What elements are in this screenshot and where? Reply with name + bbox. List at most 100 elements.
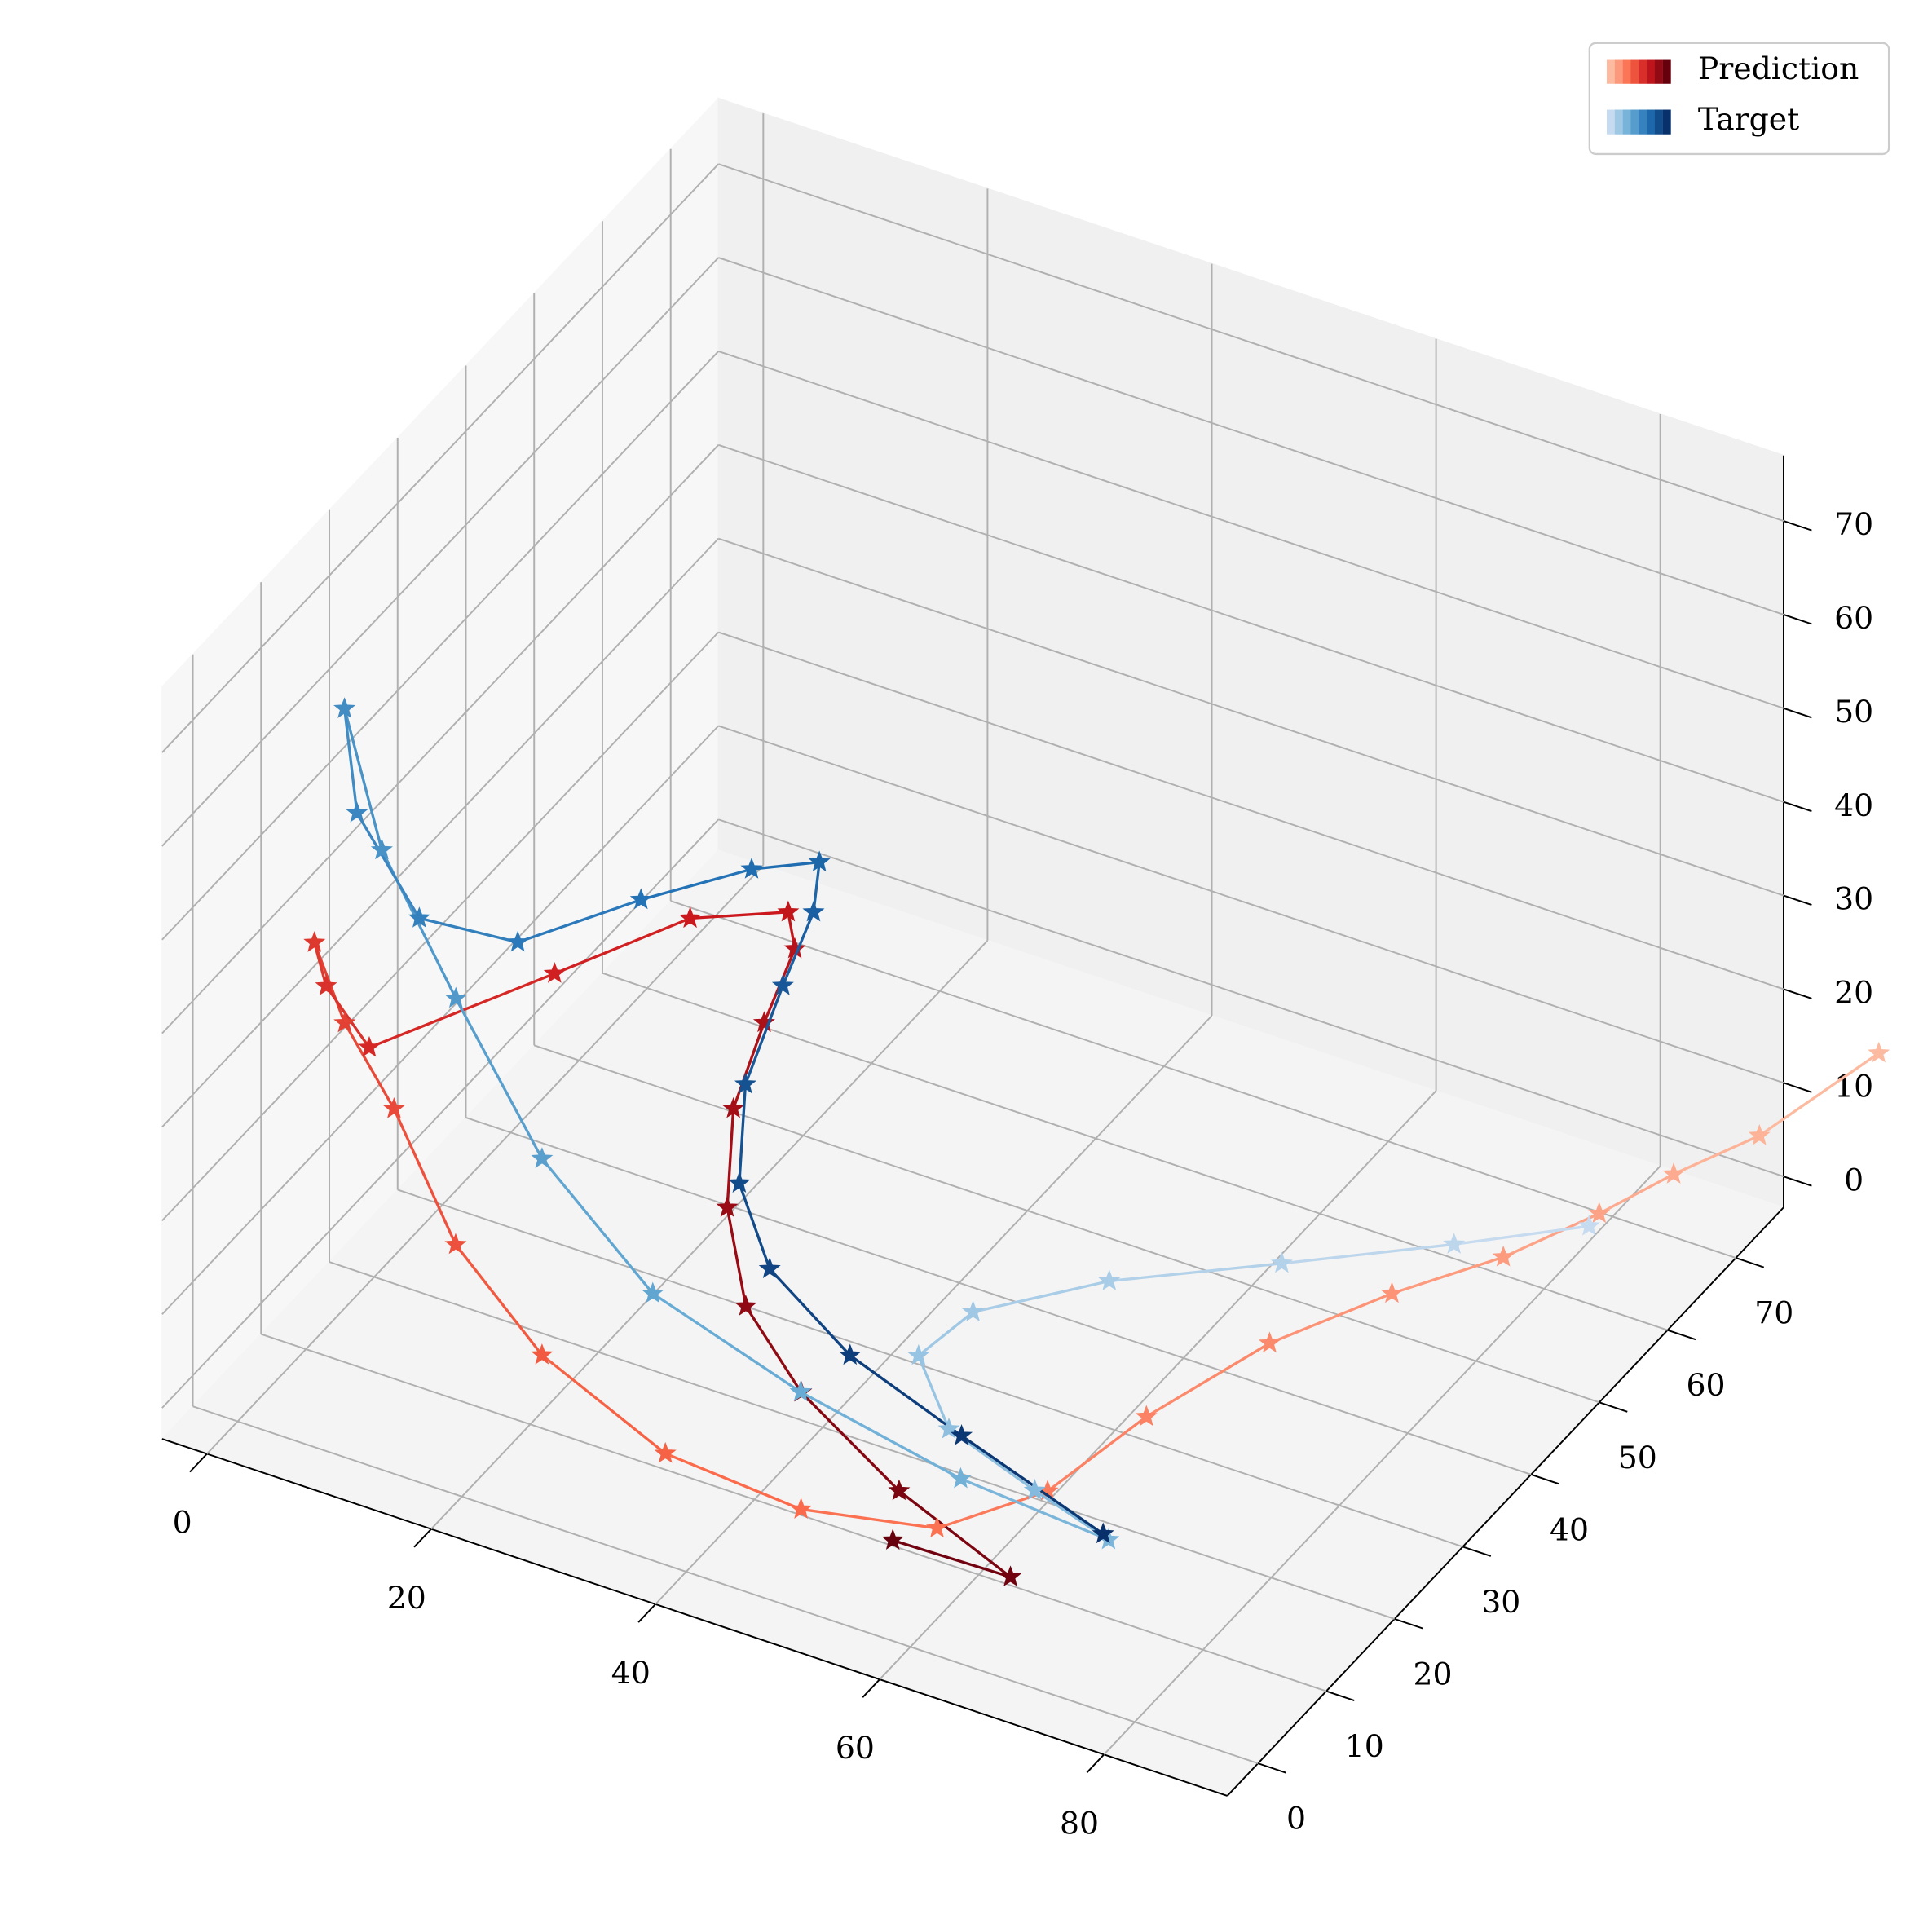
trajectory-segment <box>743 985 784 1085</box>
trajectory-segment <box>973 1279 1110 1314</box>
legend-label: Prediction <box>1698 51 1859 86</box>
trajectory-segment <box>343 708 359 814</box>
trajectory-marker <box>937 1417 960 1439</box>
trajectory-marker <box>962 1300 985 1321</box>
z-tick-label: 30 <box>1834 881 1873 917</box>
legend-swatch <box>1662 59 1671 84</box>
trajectory-marker <box>531 1343 554 1365</box>
trajectory-marker <box>734 1072 756 1094</box>
trajectory-marker <box>1023 1479 1046 1500</box>
trajectory-segment <box>1281 1242 1454 1265</box>
trajectory-marker <box>888 1479 911 1501</box>
trajectory-marker <box>925 1516 948 1538</box>
trajectory-segment <box>1502 1212 1600 1259</box>
trajectory-marker <box>346 801 368 823</box>
z-tick <box>1783 988 1812 999</box>
grid-line <box>718 631 1784 990</box>
y-axis-line <box>1226 1206 1784 1797</box>
z-tick <box>1783 707 1812 719</box>
z-tick <box>1783 894 1812 906</box>
y-tick <box>1530 1473 1559 1485</box>
y-tick-label: 20 <box>1414 1656 1453 1692</box>
trajectory-segment <box>554 916 691 975</box>
trajectory-segment <box>917 1311 974 1357</box>
grid-line <box>602 972 1668 1331</box>
y-tick <box>1257 1762 1286 1774</box>
trajectory-marker <box>1868 1041 1890 1063</box>
grid-line <box>161 818 720 1409</box>
x-tick <box>637 1603 656 1623</box>
grid-line <box>260 1333 1327 1692</box>
trajectory-segment <box>732 1022 765 1109</box>
trajectory-marker <box>370 838 393 860</box>
y-tick <box>1462 1546 1492 1557</box>
trajectory-marker <box>1092 1522 1114 1544</box>
trajectory-segment <box>664 1452 802 1511</box>
trajectory-segment <box>1145 1342 1271 1418</box>
grid-line <box>1103 1165 1661 1755</box>
trajectory-marker <box>1135 1405 1158 1427</box>
trajectory-marker <box>1443 1233 1466 1254</box>
legend-swatch <box>1606 109 1615 135</box>
trajectory-marker <box>654 1441 677 1463</box>
trajectory-marker <box>771 973 794 995</box>
grid-line <box>161 444 720 1034</box>
trajectory-segment <box>640 867 752 902</box>
trajectory-marker <box>783 937 806 959</box>
trajectory-segment <box>343 1022 395 1109</box>
trajectory-marker <box>303 931 326 952</box>
trajectory-segment <box>800 1391 901 1493</box>
legend-swatch <box>1614 109 1623 135</box>
y-tick-label: 30 <box>1481 1584 1520 1620</box>
trajectory-marker <box>1380 1281 1404 1303</box>
trajectory-segment <box>738 1083 748 1184</box>
trajectory-segment <box>1109 1262 1282 1283</box>
x-axis-line <box>161 1438 1228 1797</box>
y-tick <box>1736 1257 1765 1268</box>
z-tick <box>1783 801 1812 813</box>
grid-line <box>718 443 1784 803</box>
grid-line <box>718 257 1784 615</box>
trajectory-marker <box>740 858 763 879</box>
x-tick-label: 40 <box>611 1655 651 1691</box>
z-tick-label: 10 <box>1834 1068 1873 1104</box>
legend-swatch <box>1630 109 1639 135</box>
grid-line <box>655 1015 1213 1605</box>
trajectory-marker <box>1588 1202 1611 1224</box>
x-tick <box>413 1528 432 1548</box>
legend-swatch <box>1630 59 1639 84</box>
trajectory-marker <box>789 1380 812 1402</box>
trajectory-segment <box>313 942 328 987</box>
trajectory-segment <box>454 1243 544 1356</box>
trajectory-marker <box>734 1295 757 1316</box>
legend-swatch <box>1647 109 1656 135</box>
trajectory-marker <box>382 1096 405 1118</box>
x-tick-label: 80 <box>1060 1805 1099 1841</box>
x-tick-label: 0 <box>173 1505 192 1541</box>
grid-line <box>192 1405 1259 1765</box>
grid-line <box>670 900 1736 1259</box>
grid-line <box>879 1090 1437 1680</box>
z-tick <box>1783 1082 1812 1093</box>
grid-line <box>206 864 765 1455</box>
trajectory-segment <box>1453 1224 1590 1246</box>
x-tick <box>862 1678 880 1698</box>
trajectory-marker <box>531 1147 554 1168</box>
trajectory-marker <box>642 1281 664 1303</box>
trajectory-marker <box>1258 1331 1281 1353</box>
trajectory-segment <box>738 1182 771 1270</box>
grid-line <box>718 725 1784 1084</box>
grid-line <box>161 351 720 941</box>
trajectory-segment <box>898 1489 1012 1578</box>
y-tick <box>1667 1329 1696 1341</box>
y-tick-label: 0 <box>1286 1801 1306 1837</box>
trajectory-segment <box>1758 1052 1880 1137</box>
z-tick <box>1783 1176 1812 1187</box>
trajectory-segment <box>849 1354 963 1437</box>
grid-line <box>718 350 1784 709</box>
trajectory-segment <box>892 1538 1012 1579</box>
z-tick-label: 40 <box>1834 787 1873 823</box>
trajectory-segment <box>540 1158 655 1295</box>
grid-line <box>161 163 720 753</box>
trajectory-segment <box>355 812 421 920</box>
